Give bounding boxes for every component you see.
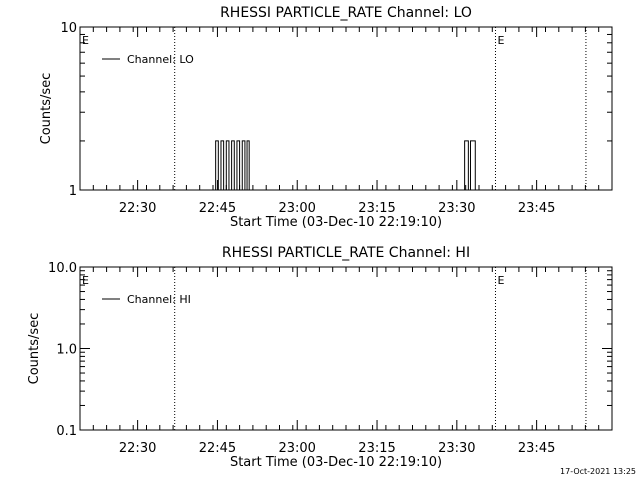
x-tick-label: 23:15 [358,441,395,456]
plot-frame [79,26,613,191]
x-tick-label: 23:30 [438,441,475,456]
legend-label: Channel: LO [127,53,194,66]
panel-hi: RHESSI PARTICLE_RATE Channel: HI Counts/s… [27,245,613,470]
event-marker: E [82,274,89,287]
x-axis-label: Start Time (03-Dec-10 22:19:10) [230,215,442,230]
y-tick-label: 10.0 [48,261,77,276]
x-tick-label: 22:45 [199,201,236,216]
y-tick-label: 1.0 [56,343,77,358]
series-line [213,140,476,191]
y-tick-label: 10 [60,21,77,36]
chart-title: RHESSI PARTICLE_RATE Channel: LO [220,5,472,21]
x-tick-label: 23:00 [278,201,315,216]
legend-label: Channel: HI [127,293,191,306]
event-marker: E [497,274,504,287]
x-tick-label: 22:45 [199,441,236,456]
y-tick-label: 0.1 [56,424,77,439]
y-axis-label: Counts/sec [39,73,54,145]
x-tick-label: 23:45 [518,201,555,216]
y-tick-label: 1 [69,184,77,199]
y-axis-label: Counts/sec [27,313,42,385]
x-tick-label: 23:45 [518,441,555,456]
x-tick-label: 22:30 [119,201,156,216]
footer-timestamp: 17-Oct-2021 13:25 [560,467,636,476]
plot-frame [79,266,613,431]
event-marker: E [82,34,89,47]
x-tick-label: 23:30 [438,201,475,216]
x-tick-label: 23:15 [358,201,395,216]
x-tick-label: 22:30 [119,441,156,456]
x-axis-label: Start Time (03-Dec-10 22:19:10) [230,455,442,470]
chart-title: RHESSI PARTICLE_RATE Channel: HI [222,245,470,261]
x-tick-label: 23:00 [278,441,315,456]
event-marker: E [497,34,504,47]
panel-lo: RHESSI PARTICLE_RATE Channel: LO Counts/s… [39,5,613,230]
